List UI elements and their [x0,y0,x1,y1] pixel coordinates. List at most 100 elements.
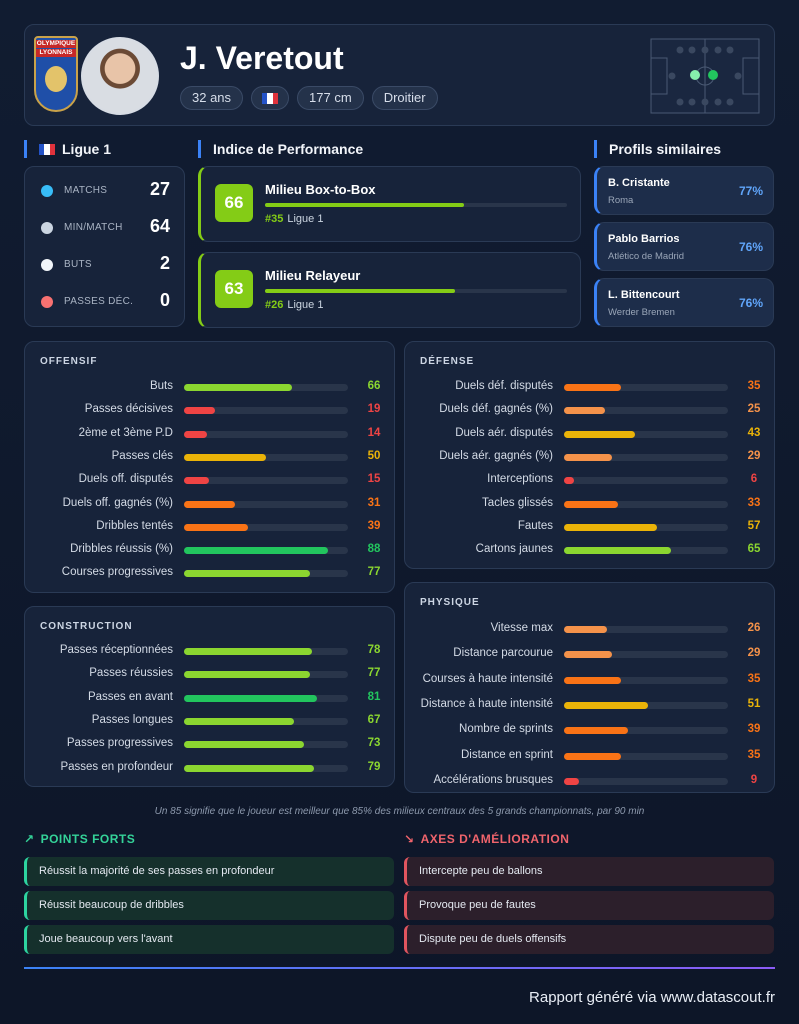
metric-label: Accélérations brusques [433,773,553,786]
improvements-item: Dispute peu de duels offensifs [404,925,774,954]
metric-value: 43 [747,426,761,439]
metric-value: 15 [367,473,381,486]
similar-club: Werder Bremen [608,307,675,318]
similar-name: L. Bittencourt [608,289,680,301]
metric-bar [564,523,658,531]
position-dot [708,70,718,80]
metric-track [184,741,348,749]
metric-bar [564,777,579,785]
profile-card: 66 Milieu Box-to-Box #35 Ligue 1 [198,166,581,242]
similar-match: 76% [738,296,763,310]
metric-value: 77 [367,667,381,680]
metric-track [184,648,348,655]
metric-value: 39 [747,723,761,736]
logo-text: LYONNAIS [36,49,76,57]
metric-value: 50 [367,449,381,462]
metric-value: 14 [367,426,381,439]
tag: 32 ans [180,86,244,110]
metric-label: Distance en sprint [460,748,553,761]
profile-card: 63 Milieu Relayeur #26 Ligue 1 [198,252,581,328]
pitch-box [650,57,668,95]
similar-club: Roma [608,195,634,206]
metric-value: 73 [367,737,381,750]
metric-bar [184,671,311,679]
metric-track [184,523,348,531]
metric-bar [184,764,314,772]
pitch-dots [668,46,742,106]
metric-value: 51 [747,697,761,710]
metric-track [564,384,728,391]
similar-match: 77% [738,184,763,198]
metric-value: 67 [367,713,381,726]
role: Milieu Box-to-Box [265,182,376,197]
icon: ↘ [404,832,415,846]
divider [24,967,775,969]
metric-value: 33 [747,496,761,509]
metric-value: 35 [747,748,761,761]
similar-name: B. Cristante [608,177,670,189]
metric-track [564,407,728,415]
metric-track [564,752,728,760]
player-name: J. Veretout [180,40,344,76]
metric-value: 19 [367,403,381,416]
metric-bar [184,570,311,578]
score: 63 [215,270,253,308]
metric-bar [184,741,304,749]
rank: #35 Ligue 1 [265,213,323,225]
stat-icon [41,259,53,271]
role: Milieu Relayeur [265,268,361,283]
section-card: CONSTRUCTION Passes réceptionnées 78 Passes… [24,606,395,787]
tag: Droitier [371,86,438,110]
similar-club: Atlético de Madrid [608,251,685,262]
metric-track [184,407,348,415]
metric-track [564,430,728,438]
metric-bar [564,430,635,438]
stat-label: MATCHS [64,185,108,196]
metric-value: 78 [367,644,381,656]
rank-league: Ligue 1 [287,299,324,311]
performance-heading: Indice de Performance [198,140,363,158]
stats-card: MATCHS 27 MIN/MATCH 64 BUTS 2 PASSES DÉC. 0 [24,166,185,327]
footer: Rapport généré via www.datascout.fr [529,989,775,1006]
metric-bar [184,547,329,555]
metric-track [564,453,728,461]
strengths-item: Réussit beaucoup de dribbles [24,891,394,920]
rank-league: Ligue 1 [287,213,324,225]
flag-tag [251,86,290,110]
metric-label: Distance parcourue [453,647,553,660]
metric-bar [564,384,622,391]
metric-track [184,430,348,438]
metric-bar [184,453,266,461]
metric-label: Dribbles tentés [96,519,173,532]
improvements-heading: ↘ AXES D'AMÉLIORATION [404,832,569,846]
strengths-item: Joue beaucoup vers l'avant [24,925,394,954]
metric-label: Courses à haute intensité [422,672,553,685]
stat-icon [41,222,53,234]
similar-match: 76% [738,240,763,254]
metric-bar [184,500,235,508]
metric-track [184,384,348,391]
metric-track [184,717,348,725]
metric-value: 25 [747,403,761,416]
club-logo: OLYMPIQUE LYONNAIS [34,36,78,112]
metric-value: 77 [367,566,381,579]
metric-label: Duels aér. disputés [455,426,553,439]
metric-track [184,570,348,578]
metric-value: 9 [750,773,758,786]
metric-label: Passes en avant [87,690,173,703]
metric-label: Vitesse max [490,622,553,634]
metric-track [564,547,728,555]
stat-value: 27 [149,179,170,199]
score: 66 [215,184,253,222]
metric-label: Buts [149,380,173,392]
improvements-title: AXES D'AMÉLIORATION [420,832,570,846]
metric-value: 79 [367,760,381,773]
metric-label: Passes longues [91,713,173,726]
metric-track [564,626,728,633]
metric-label: Passes clés [111,449,173,462]
improvements-item: Provoque peu de fautes [404,891,774,920]
metric-bar [184,523,248,531]
section-title: OFFENSIF [40,356,98,367]
similar-heading: Profils similaires [594,140,721,158]
